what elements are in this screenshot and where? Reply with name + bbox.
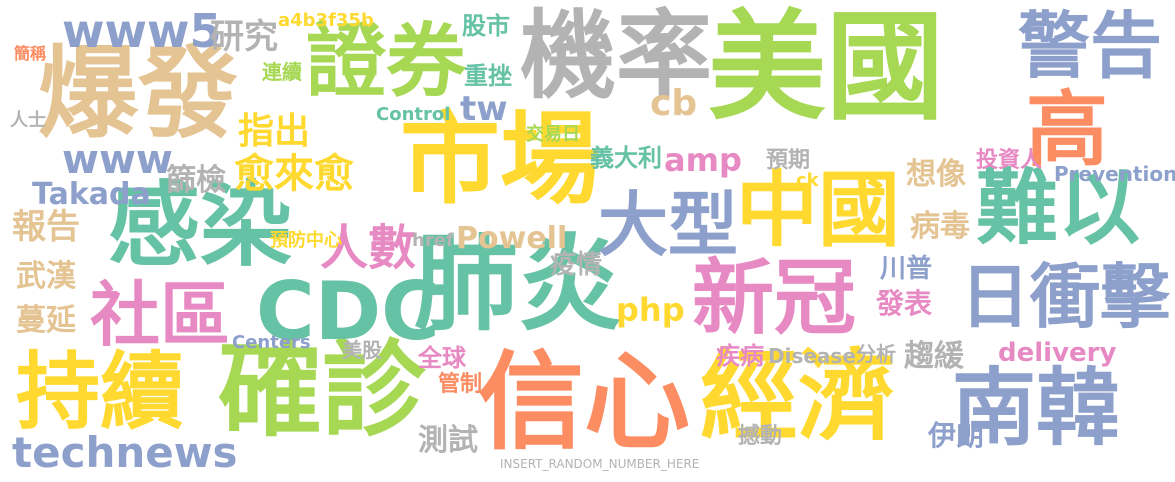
cloud-word: 義大利: [590, 144, 662, 172]
cloud-word: 分析: [856, 342, 896, 366]
cloud-word: 蔓延: [16, 303, 76, 338]
cloud-word: 市場: [400, 101, 600, 218]
cloud-word: 撼動: [738, 424, 783, 449]
cloud-word: php: [616, 291, 685, 329]
cloud-word: 社區: [90, 274, 230, 356]
cloud-word: 美股: [342, 338, 382, 362]
cloud-word: 證券: [306, 15, 466, 108]
cloud-word: 趨緩: [904, 339, 964, 374]
cloud-word: Control: [376, 104, 451, 125]
cloud-word: 疫情: [550, 250, 603, 280]
cloud-word: amp: [664, 141, 742, 179]
cloud-word: technews: [12, 428, 238, 477]
cloud-word: 疾病: [716, 342, 764, 370]
cloud-word: Takada: [32, 177, 151, 212]
cloud-word: 感染: [108, 172, 293, 279]
cloud-word: a4b3f35b: [278, 10, 374, 31]
cloud-word: 報告: [12, 207, 80, 247]
cloud-word: CDC: [256, 265, 440, 358]
cloud-word: 全球: [418, 344, 466, 372]
cloud-word: 連續: [262, 60, 302, 84]
cloud-word: ck: [796, 170, 819, 191]
cloud-word: 重挫: [464, 62, 512, 90]
cloud-word: 武漢: [16, 259, 76, 294]
cloud-word: 人士: [10, 110, 46, 131]
cloud-word: 信心: [478, 341, 690, 464]
cloud-word: href: [412, 230, 454, 251]
cloud-word: 指出: [238, 111, 311, 152]
cloud-word: 人數: [320, 220, 417, 276]
cloud-word: 難以: [976, 161, 1141, 256]
cloud-word: 日衝擊: [960, 256, 1170, 338]
cloud-word: 預期: [766, 148, 811, 173]
cloud-word: 愈來愈: [234, 151, 354, 197]
cloud-word: 篩檢: [166, 163, 226, 198]
cloud-word: cb: [650, 83, 698, 124]
cloud-word: 投資人: [976, 148, 1043, 173]
cloud-word: 美國: [708, 0, 945, 136]
cloud-word: 研究: [210, 17, 278, 57]
cloud-word: 發表: [876, 287, 933, 320]
cloud-word: 伊朗: [928, 419, 985, 452]
cloud-word: www5: [62, 4, 222, 58]
cloud-word: 持續: [16, 343, 185, 441]
cloud-word: Powell: [456, 221, 568, 256]
cloud-word: Prevention: [1054, 162, 1175, 186]
cloud-word: 想像: [906, 157, 966, 192]
cloud-word: 管制: [438, 372, 483, 397]
cloud-word: 大型: [598, 184, 738, 266]
cloud-word: 新冠: [692, 251, 857, 346]
cloud-word: 川普: [880, 254, 933, 284]
cloud-word: 南韓: [952, 359, 1121, 457]
cloud-word: 機率: [520, 0, 712, 112]
cloud-word: 測試: [418, 423, 478, 458]
cloud-word: 交易日: [526, 124, 580, 145]
cloud-word: INSERT_RANDOM_NUMBER_HERE: [500, 457, 700, 471]
cloud-word: Disease: [768, 344, 856, 368]
cloud-word: 高: [1026, 83, 1109, 178]
cloud-word: tw: [460, 89, 508, 129]
cloud-word: 確診: [218, 329, 427, 451]
cloud-word: 經濟: [700, 340, 897, 454]
cloud-word: www: [62, 137, 173, 183]
cloud-word: 預防中心: [270, 230, 342, 251]
cloud-word: Centers: [232, 332, 311, 353]
cloud-word: 肺炎: [414, 223, 623, 345]
cloud-word: delivery: [998, 338, 1117, 368]
cloud-word: 爆發: [38, 35, 238, 152]
cloud-word: 簡稱: [14, 44, 47, 63]
cloud-word: 病毒: [910, 209, 970, 244]
cloud-word: 中國: [736, 163, 901, 258]
cloud-word: 警告: [1018, 4, 1163, 88]
cloud-word: 股市: [462, 12, 510, 40]
